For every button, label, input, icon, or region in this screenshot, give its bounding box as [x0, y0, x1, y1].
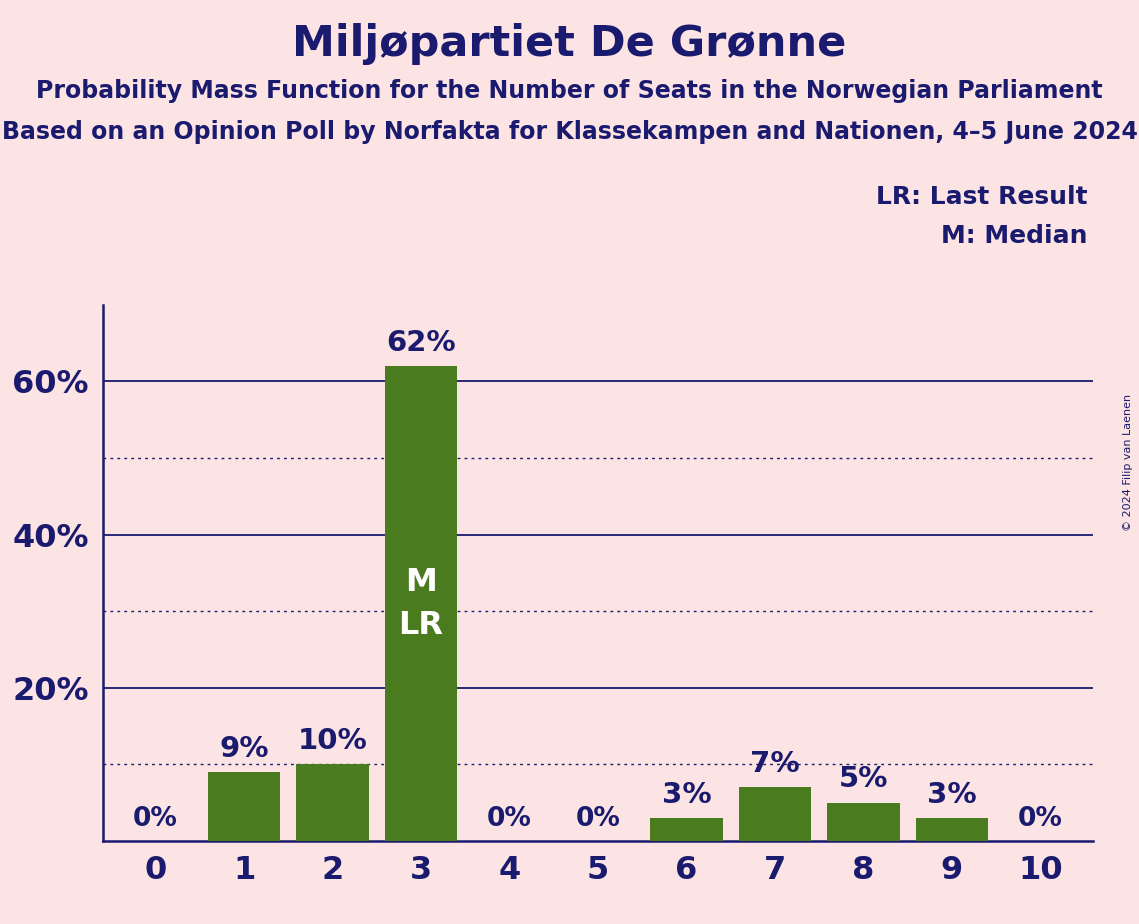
Text: Miljøpartiet De Grønne: Miljøpartiet De Grønne [293, 23, 846, 65]
Text: LR: Last Result: LR: Last Result [876, 185, 1088, 209]
Text: 7%: 7% [751, 750, 800, 778]
Text: Probability Mass Function for the Number of Seats in the Norwegian Parliament: Probability Mass Function for the Number… [36, 79, 1103, 103]
Bar [207, 772, 280, 841]
Text: 62%: 62% [386, 329, 456, 357]
Text: 10%: 10% [297, 727, 368, 755]
Text: 0%: 0% [575, 806, 621, 832]
Text: © 2024 Filip van Laenen: © 2024 Filip van Laenen [1123, 394, 1133, 530]
Bar [916, 818, 989, 841]
Bar [650, 818, 723, 841]
Text: 9%: 9% [220, 735, 269, 762]
Text: M: Median: M: Median [941, 224, 1088, 248]
Text: 5%: 5% [838, 765, 888, 794]
Text: Based on an Opinion Poll by Norfakta for Klassekampen and Nationen, 4–5 June 202: Based on an Opinion Poll by Norfakta for… [1, 120, 1138, 144]
Bar [385, 366, 457, 841]
Text: 3%: 3% [662, 781, 711, 808]
Bar [739, 787, 811, 841]
Text: 3%: 3% [927, 781, 976, 808]
Text: M
LR: M LR [399, 566, 443, 640]
Bar [296, 764, 369, 841]
Text: 0%: 0% [1018, 806, 1063, 832]
Text: 0%: 0% [487, 806, 532, 832]
Text: 0%: 0% [133, 806, 178, 832]
Bar [827, 803, 900, 841]
